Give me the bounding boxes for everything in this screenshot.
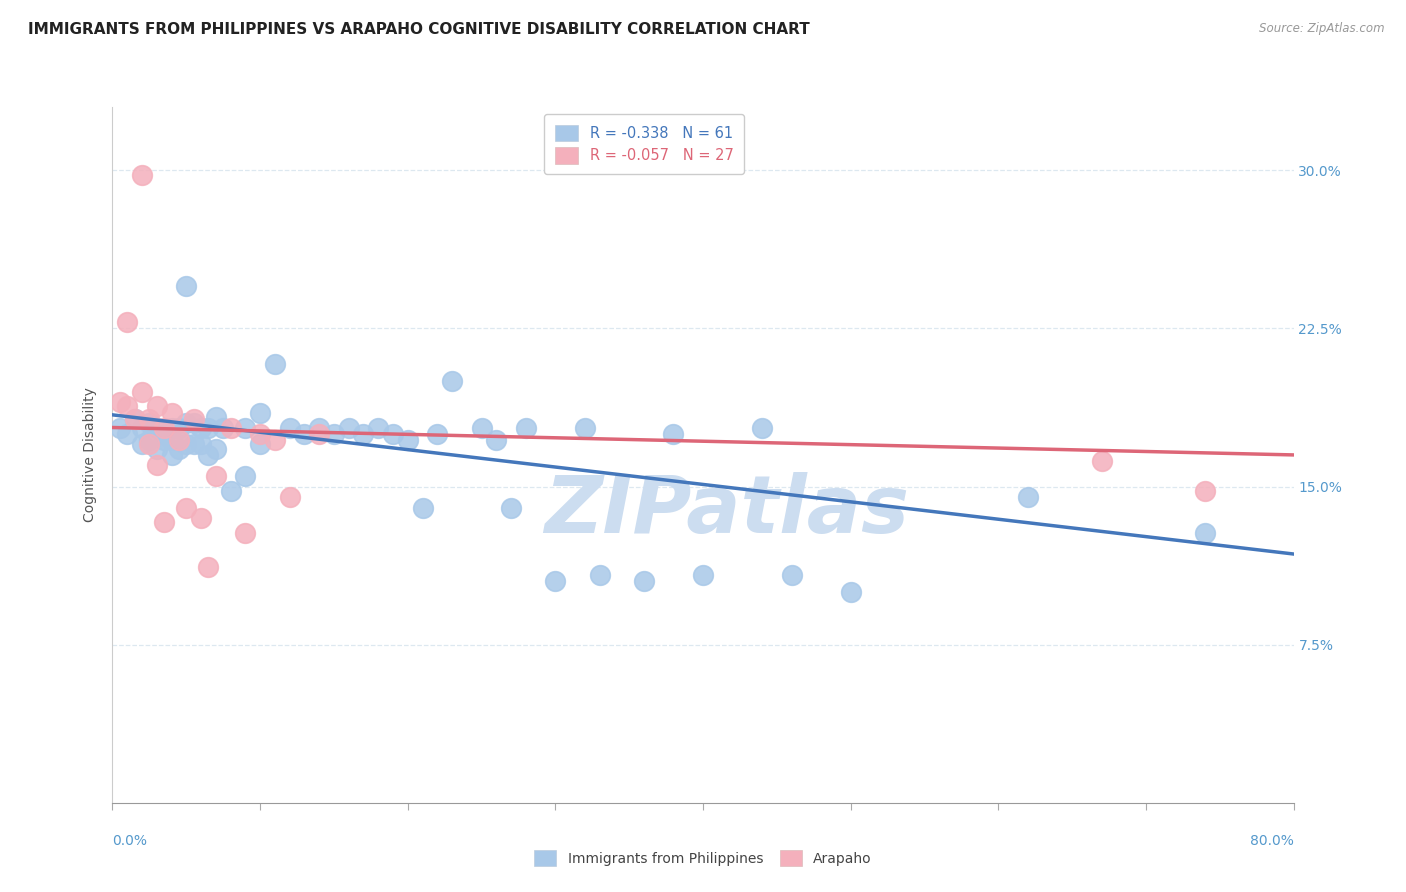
- Point: [212, 420, 235, 434]
- Point: [167, 442, 190, 456]
- Point: [205, 442, 228, 456]
- Point: [470, 420, 494, 434]
- Point: [183, 412, 205, 426]
- Point: [588, 568, 610, 582]
- Point: [160, 433, 183, 447]
- Point: [174, 279, 197, 293]
- Point: [108, 395, 131, 409]
- Point: [138, 412, 160, 426]
- Point: [426, 426, 449, 441]
- Point: [396, 433, 419, 447]
- Point: [633, 574, 655, 589]
- Point: [323, 426, 346, 441]
- Y-axis label: Cognitive Disability: Cognitive Disability: [83, 387, 97, 523]
- Point: [190, 437, 212, 451]
- Point: [131, 437, 153, 451]
- Point: [441, 374, 464, 388]
- Point: [174, 500, 197, 515]
- Point: [138, 433, 160, 447]
- Text: 80.0%: 80.0%: [1250, 834, 1294, 848]
- Point: [1194, 525, 1216, 540]
- Point: [138, 437, 160, 451]
- Legend: Immigrants from Philippines, Arapaho: Immigrants from Philippines, Arapaho: [524, 840, 882, 876]
- Point: [146, 442, 169, 456]
- Point: [190, 420, 212, 434]
- Point: [308, 420, 330, 434]
- Point: [308, 426, 330, 441]
- Point: [131, 420, 153, 434]
- Point: [160, 406, 183, 420]
- Point: [131, 168, 153, 182]
- Point: [205, 409, 228, 424]
- Point: [574, 420, 596, 434]
- Point: [205, 469, 228, 483]
- Point: [249, 437, 271, 451]
- Point: [153, 433, 176, 447]
- Point: [751, 420, 773, 434]
- Point: [138, 417, 160, 431]
- Point: [515, 420, 537, 434]
- Point: [839, 585, 862, 599]
- Point: [124, 412, 146, 426]
- Point: [183, 437, 205, 451]
- Point: [219, 483, 242, 498]
- Point: [146, 458, 169, 473]
- Point: [233, 525, 256, 540]
- Point: [485, 433, 508, 447]
- Text: 0.0%: 0.0%: [112, 834, 148, 848]
- Point: [367, 420, 389, 434]
- Text: IMMIGRANTS FROM PHILIPPINES VS ARAPAHO COGNITIVE DISABILITY CORRELATION CHART: IMMIGRANTS FROM PHILIPPINES VS ARAPAHO C…: [28, 22, 810, 37]
- Point: [278, 420, 301, 434]
- Point: [190, 511, 212, 525]
- Point: [197, 420, 219, 434]
- Text: Source: ZipAtlas.com: Source: ZipAtlas.com: [1260, 22, 1385, 36]
- Point: [117, 315, 138, 329]
- Text: ZIPatlas: ZIPatlas: [544, 472, 910, 549]
- Point: [197, 448, 219, 462]
- Point: [662, 426, 685, 441]
- Point: [501, 500, 523, 515]
- Point: [411, 500, 433, 515]
- Point: [124, 412, 146, 426]
- Point: [337, 420, 360, 434]
- Point: [160, 448, 183, 462]
- Point: [249, 406, 271, 420]
- Point: [692, 568, 714, 582]
- Point: [1091, 454, 1114, 468]
- Point: [249, 426, 271, 441]
- Point: [780, 568, 803, 582]
- Point: [167, 420, 190, 434]
- Point: [292, 426, 315, 441]
- Point: [183, 417, 205, 431]
- Point: [146, 420, 169, 434]
- Point: [264, 357, 287, 371]
- Point: [382, 426, 405, 441]
- Point: [278, 490, 301, 504]
- Point: [131, 384, 153, 399]
- Point: [108, 420, 131, 434]
- Point: [117, 400, 138, 414]
- Point: [1017, 490, 1039, 504]
- Point: [174, 437, 197, 451]
- Point: [544, 574, 567, 589]
- Point: [352, 426, 374, 441]
- Point: [160, 420, 183, 434]
- Point: [233, 420, 256, 434]
- Point: [153, 516, 176, 530]
- Point: [174, 417, 197, 431]
- Point: [146, 400, 169, 414]
- Point: [233, 469, 256, 483]
- Point: [117, 426, 138, 441]
- Point: [153, 420, 176, 434]
- Point: [167, 433, 190, 447]
- Point: [264, 433, 287, 447]
- Point: [197, 559, 219, 574]
- Point: [153, 426, 176, 441]
- Point: [1194, 483, 1216, 498]
- Point: [219, 420, 242, 434]
